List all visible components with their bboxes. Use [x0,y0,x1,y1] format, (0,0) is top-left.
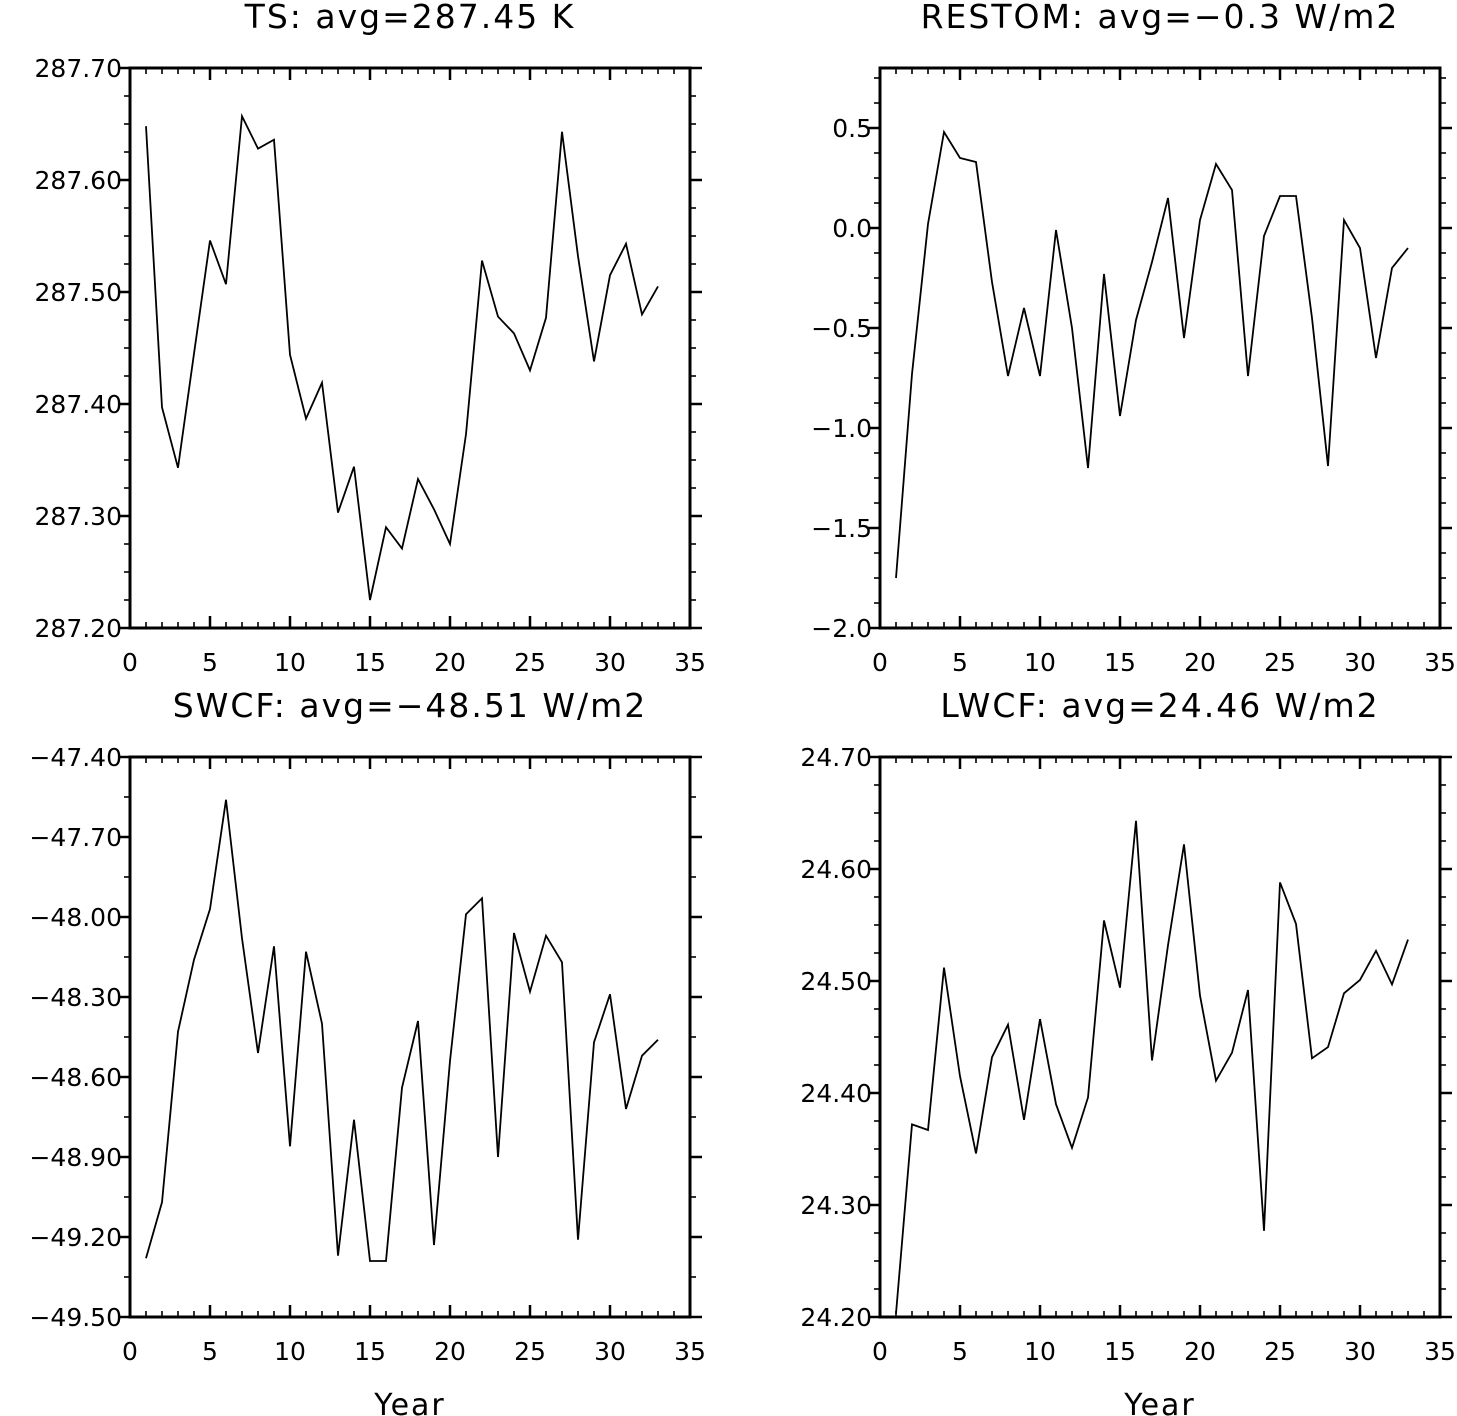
y-tick-label: 24.20 [800,1303,872,1332]
x-tick-label: 30 [594,1337,626,1366]
x-tick-label: 25 [1264,648,1296,677]
x-tick-label: 30 [1344,648,1376,677]
plot-frame [878,755,1442,1319]
series-line [145,112,659,601]
x-tick-label: 15 [1104,648,1136,677]
y-tick-label: −48.00 [29,903,122,932]
y-tick-label: 0.0 [832,214,872,243]
y-tick-label: −49.20 [29,1223,122,1252]
y-tick-label: 287.50 [35,278,122,307]
y-tick-label: −48.90 [29,1143,122,1172]
x-tick-label: 35 [674,648,706,677]
x-tick-label: 5 [202,1337,218,1366]
y-tick-label: 24.40 [800,1079,872,1108]
y-tick-label: −1.0 [811,414,872,443]
y-tick-label: 24.70 [800,743,872,772]
x-tick-label: 0 [122,648,138,677]
y-tick-label: 287.60 [35,166,122,195]
x-axis-label: Year [373,1388,446,1416]
series-line [895,820,1409,1314]
x-tick-label: 10 [274,1337,306,1366]
x-tick-label: 20 [1184,1337,1216,1366]
y-tick-label: 24.30 [800,1191,872,1220]
x-tick-label: 15 [354,648,386,677]
chart-panel-1: RESTOM: avg=−0.3 W/m2 0 5 10 15 20 25 30 35 −2.0 −… [811,0,1456,677]
plot-frame [128,66,692,630]
chart-title: RESTOM: avg=−0.3 W/m2 [921,0,1400,36]
x-tick-label: 20 [1184,648,1216,677]
y-tick-label: −48.30 [29,983,122,1012]
x-axis-label: Year [1123,1388,1196,1416]
x-tick-label: 10 [1024,1337,1056,1366]
y-tick-label: −47.40 [29,743,122,772]
y-tick-label: 287.20 [35,614,122,643]
x-tick-label: 15 [1104,1337,1136,1366]
y-tick-label: −0.5 [811,314,872,343]
plot-frame [878,66,1442,630]
x-tick-label: 25 [514,1337,546,1366]
x-tick-label: 35 [1424,1337,1456,1366]
x-tick-label: 25 [1264,1337,1296,1366]
chart-panel-2: SWCF: avg=−48.51 W/m2 0 5 10 15 20 25 30 35 −49.5… [29,686,705,1416]
x-tick-label: 5 [202,648,218,677]
chart-panel-0: TS: avg=287.45 K 0 5 10 15 20 25 30 35 287.20 287.… [35,0,706,677]
plot-frame [128,755,692,1319]
x-tick-label: 25 [514,648,546,677]
x-tick-label: 0 [872,648,888,677]
series-line [145,799,659,1262]
x-tick-label: 30 [1344,1337,1376,1366]
y-tick-label: 24.60 [800,855,872,884]
chart-title: TS: avg=287.45 K [244,0,576,36]
x-tick-label: 35 [674,1337,706,1366]
y-tick-label: −49.50 [29,1303,122,1332]
x-tick-label: 0 [872,1337,888,1366]
y-tick-label: 287.40 [35,390,122,419]
y-tick-label: −48.60 [29,1063,122,1092]
y-tick-label: 0.5 [832,114,872,143]
x-tick-label: 15 [354,1337,386,1366]
y-tick-label: −47.70 [29,823,122,852]
x-tick-label: 10 [1024,648,1056,677]
x-tick-label: 20 [434,1337,466,1366]
x-tick-label: 5 [952,1337,968,1366]
y-tick-label: −2.0 [811,614,872,643]
chart-title: SWCF: avg=−48.51 W/m2 [173,686,648,725]
x-tick-label: 35 [1424,648,1456,677]
y-tick-label: −1.5 [811,514,872,543]
x-tick-label: 10 [274,648,306,677]
x-tick-label: 0 [122,1337,138,1366]
y-tick-label: 24.50 [800,967,872,996]
x-tick-label: 30 [594,648,626,677]
chart-panel-3: LWCF: avg=24.46 W/m2 0 5 10 15 20 25 30 35 24.20 2… [800,686,1455,1416]
chart-title: LWCF: avg=24.46 W/m2 [940,686,1379,725]
y-tick-label: 287.30 [35,502,122,531]
series-line [895,129,1409,579]
x-tick-label: 5 [952,648,968,677]
x-tick-label: 20 [434,648,466,677]
y-tick-label: 287.70 [35,54,122,83]
